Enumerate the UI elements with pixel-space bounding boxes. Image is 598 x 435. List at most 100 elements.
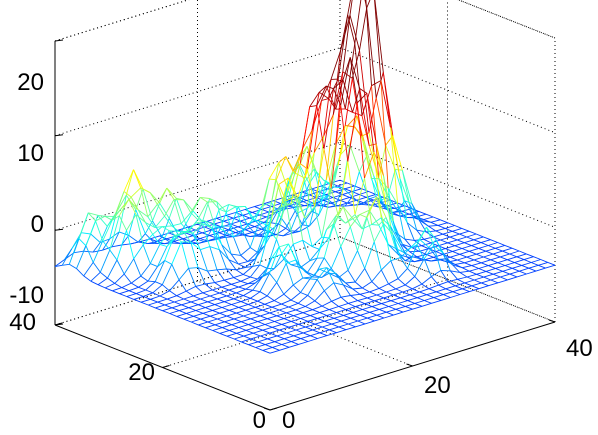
mesh-segment (257, 295, 268, 302)
mesh-segment (97, 215, 108, 227)
mesh-segment (493, 273, 501, 278)
mesh-segment (369, 291, 377, 296)
mesh-segment (349, 194, 360, 198)
mesh-segment (183, 298, 192, 303)
mesh-segment (261, 229, 270, 245)
mesh-segment (214, 224, 223, 245)
mesh-segment (310, 315, 318, 319)
mesh-segment (286, 312, 294, 317)
mesh-segment (224, 321, 232, 326)
mesh-segment (219, 208, 227, 213)
mesh-segment (390, 127, 399, 205)
mesh-segment (497, 259, 508, 264)
mesh-segment (260, 315, 268, 320)
mesh-segment (376, 291, 387, 296)
mesh-segment (380, 80, 389, 189)
mesh-segment (426, 291, 437, 296)
mesh-segment (445, 248, 453, 252)
mesh-segment (109, 249, 118, 261)
mesh-segment (323, 148, 332, 189)
mesh-segment (495, 247, 503, 252)
mesh-segment (300, 292, 308, 296)
mesh-segment (264, 321, 275, 325)
mesh-segment (183, 235, 193, 240)
mesh-segment (361, 203, 372, 206)
x-tick-40: 40 (566, 335, 593, 362)
mesh-segment (354, 203, 362, 206)
mesh-segment (209, 292, 220, 297)
mesh-segment (310, 335, 318, 339)
grid-line (339, 47, 556, 134)
mesh-segment (459, 230, 470, 235)
mesh-segment (257, 300, 265, 305)
mesh-segment (476, 233, 484, 238)
mesh-segment (371, 303, 382, 308)
mesh-segment (378, 217, 387, 226)
mesh-segment (114, 273, 125, 284)
mesh-segment (322, 326, 330, 331)
mesh-segment (271, 222, 279, 225)
mesh-segment (283, 284, 294, 295)
mesh-segment (231, 324, 239, 328)
mesh-segment (183, 232, 192, 243)
mesh-segment (362, 281, 373, 289)
mesh-segment (157, 301, 165, 306)
mesh-segment (395, 305, 406, 310)
mesh-segment (440, 219, 448, 224)
z-tick-mark (54, 228, 64, 231)
mesh-segment (464, 279, 475, 284)
mesh-segment (483, 256, 491, 261)
mesh-segment (342, 206, 351, 227)
grid-line (162, 279, 448, 368)
mesh-segment (119, 293, 127, 297)
mesh-segment (116, 259, 125, 275)
mesh-segment (193, 295, 201, 300)
mesh-segment (312, 309, 320, 314)
mesh-segment (169, 310, 180, 314)
mesh-segment (311, 198, 322, 212)
mesh-segment (314, 148, 325, 207)
mesh-segment (288, 326, 297, 331)
mesh-segment (145, 222, 156, 228)
mesh-segment (248, 321, 258, 326)
mesh-segment (357, 297, 368, 302)
mesh-segment (323, 179, 331, 185)
mesh-segment (238, 327, 247, 331)
mesh-segment (366, 93, 377, 144)
mesh-segment (248, 300, 258, 305)
mesh-segment (359, 7, 368, 51)
mesh-segment (180, 212, 192, 224)
mesh-segment (428, 225, 436, 232)
mesh-segment (159, 243, 168, 247)
mesh-segment (314, 206, 323, 238)
mesh-segment (381, 300, 392, 305)
mesh-segment (433, 245, 444, 254)
mesh-segment (528, 267, 537, 272)
mesh-segment (450, 256, 458, 261)
mesh-segment (211, 209, 220, 229)
mesh-segment (445, 227, 453, 232)
y-tick-40: 40 (9, 309, 36, 336)
mesh-segment (388, 283, 396, 290)
mesh-segment (423, 256, 434, 261)
grid-line (339, 236, 556, 323)
mesh-segment (392, 234, 401, 258)
mesh-segment (364, 300, 375, 305)
mesh-segment (305, 306, 313, 311)
mesh-segment (299, 165, 310, 184)
mesh-segment (326, 312, 337, 316)
mesh-segment (314, 300, 323, 307)
mesh-segment (266, 295, 275, 301)
mesh-segment (433, 233, 443, 238)
mesh-segment (395, 248, 406, 261)
mesh-segment (100, 271, 108, 279)
mesh-segment (313, 168, 322, 200)
mesh-segment (300, 318, 308, 322)
mesh-segment (171, 241, 182, 265)
mesh-segment (212, 289, 220, 294)
mesh-segment (228, 286, 239, 291)
mesh-segment (191, 318, 201, 323)
mesh-segment (164, 304, 173, 309)
mesh-segment (128, 209, 137, 236)
mesh-segment (206, 217, 217, 222)
